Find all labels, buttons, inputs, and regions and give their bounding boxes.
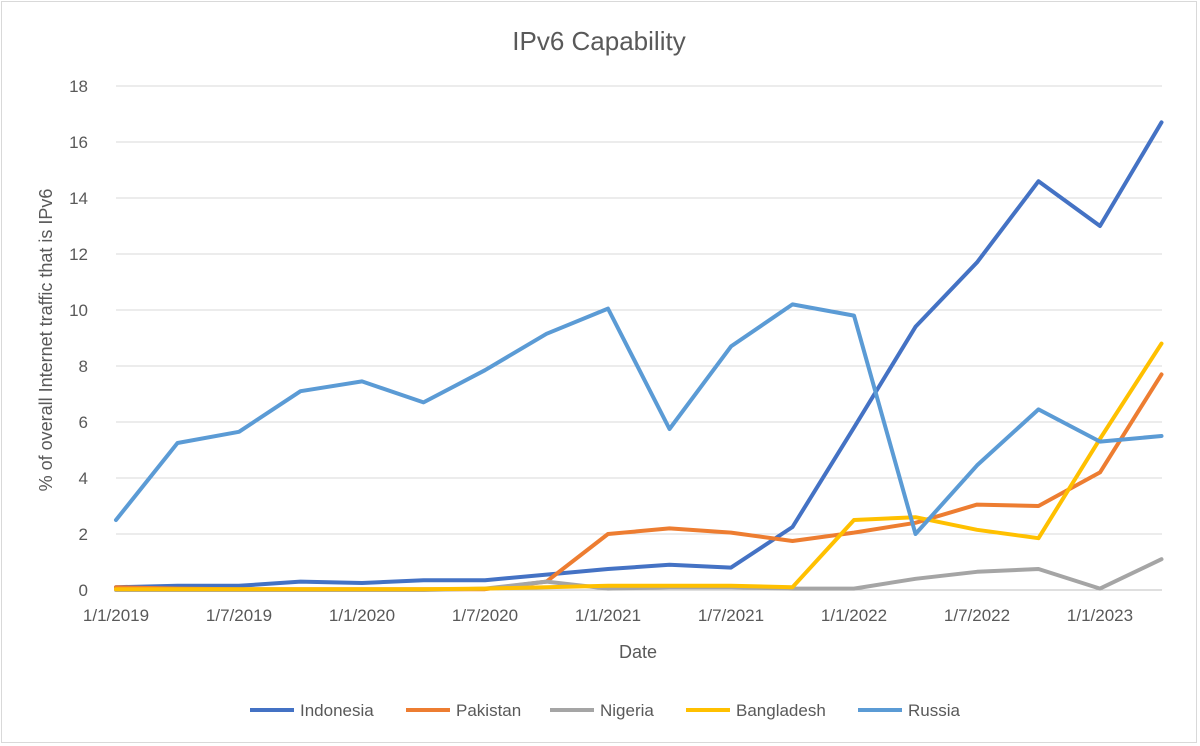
x-tick-label: 1/1/2019 <box>83 606 149 625</box>
legend: Indonesia Pakistan Nigeria Bangladesh Russia <box>250 701 961 720</box>
x-tick-label: 1/1/2021 <box>575 606 641 625</box>
legend-label-indonesia: Indonesia <box>300 701 374 720</box>
y-tick-label: 10 <box>69 301 88 320</box>
y-tick-label: 18 <box>69 77 88 96</box>
x-axis-title: Date <box>619 642 657 662</box>
y-tick-label: 2 <box>79 525 88 544</box>
series-line-pakistan <box>114 372 1164 592</box>
series-lines <box>114 120 1164 592</box>
y-axis-ticks: 0 2 4 6 8 10 12 14 16 18 <box>69 77 88 600</box>
x-tick-label: 1/7/2019 <box>206 606 272 625</box>
legend-label-russia: Russia <box>908 701 961 720</box>
x-tick-label: 1/7/2022 <box>944 606 1010 625</box>
x-tick-label: 1/1/2022 <box>821 606 887 625</box>
y-tick-label: 0 <box>79 581 88 600</box>
series-line-russia <box>114 302 1164 536</box>
gridlines <box>116 85 1162 591</box>
y-tick-label: 12 <box>69 245 88 264</box>
y-tick-label: 4 <box>79 469 88 488</box>
x-tick-label: 1/7/2020 <box>452 606 518 625</box>
x-tick-label: 1/1/2020 <box>329 606 395 625</box>
y-tick-label: 16 <box>69 133 88 152</box>
y-tick-label: 8 <box>79 357 88 376</box>
legend-label-pakistan: Pakistan <box>456 701 521 720</box>
y-tick-label: 6 <box>79 413 88 432</box>
x-axis-ticks: 1/1/2019 1/7/2019 1/1/2020 1/7/2020 1/1/2021… <box>83 606 1133 625</box>
x-tick-label: 1/7/2021 <box>698 606 764 625</box>
series-line-indonesia <box>114 120 1164 590</box>
legend-label-nigeria: Nigeria <box>600 701 654 720</box>
series-line-bangladesh <box>114 341 1164 592</box>
y-axis-title: % of overall Internet traffic that is IP… <box>36 189 56 492</box>
legend-label-bangladesh: Bangladesh <box>736 701 826 720</box>
y-tick-label: 14 <box>69 189 88 208</box>
x-tick-label: 1/1/2023 <box>1067 606 1133 625</box>
chart-title: IPv6 Capability <box>512 26 685 56</box>
